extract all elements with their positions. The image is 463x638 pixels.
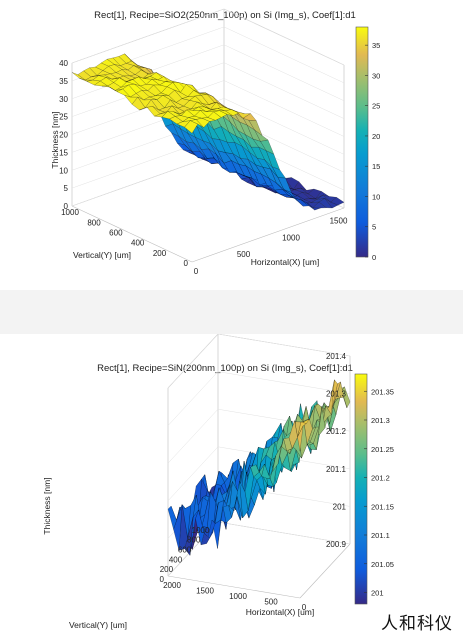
- colorbar-tick-label: 30: [372, 71, 380, 80]
- colorbar: 0 5 10 15 20 25 30 35: [355, 26, 380, 262]
- y-tick-label: 1000: [61, 208, 79, 217]
- z-tick-label: 20: [59, 131, 68, 140]
- axis-pane-edge: [71, 205, 193, 263]
- chart-svg-2: Rect[1], Recipe=SiN(200nm_100p) on Si (I…: [42, 334, 394, 630]
- z-tick-label: 40: [59, 59, 68, 68]
- x-tick-label: 1500: [330, 216, 348, 225]
- z-tick-label: 200.9: [326, 540, 347, 549]
- y-tick-label: 0: [160, 575, 165, 584]
- x-tick-label: 500: [237, 250, 251, 259]
- x-tick-label: 2000: [163, 581, 181, 590]
- y-tick-label: 200: [153, 249, 167, 258]
- z-axis: 200.9 201 201.1 201.2 201.3 201.4 Thickness [n…: [42, 352, 347, 549]
- chart-title: Rect[1], Recipe=SiO2(250nm_100p) on Si (…: [94, 10, 356, 21]
- z-axis-label: Thickness [nm]: [50, 111, 60, 168]
- z-tick-label: 25: [59, 113, 68, 122]
- chart-svg-1: Rect[1], Recipe=SiO2(250nm_100p) on Si (…: [50, 8, 380, 276]
- colorbar-tick-label: 201.05: [371, 560, 394, 569]
- surface: [71, 53, 345, 211]
- x-tick-label: 500: [264, 598, 278, 607]
- y-tick-label: 0: [184, 259, 189, 268]
- colorbar-tick-label: 201.2: [371, 474, 390, 483]
- z-tick-label: 10: [59, 166, 68, 175]
- watermark-text: 人和科仪: [381, 614, 453, 634]
- y-tick-label: 800: [87, 218, 101, 227]
- z-tick-label: 35: [59, 77, 68, 86]
- z-gridline: [71, 62, 345, 119]
- z-tick-label: 201: [333, 502, 347, 511]
- colorbar-tick-label: 201: [371, 589, 384, 598]
- surface: [167, 379, 351, 556]
- z-axis-label: Thickness [nm]: [42, 477, 52, 534]
- y-axis-label: Vertical(Y) [um]: [73, 250, 131, 260]
- z-gridline: [167, 334, 351, 389]
- colorbar-tick-label: 10: [372, 192, 380, 201]
- y-tick-label: 600: [178, 546, 192, 555]
- colorbar-tick-label: 201.25: [371, 445, 394, 454]
- y-tick-label: 600: [109, 228, 123, 237]
- y-tick-label: 1000: [192, 526, 210, 535]
- z-gridline: [167, 371, 351, 426]
- y-tick-label: 200: [160, 565, 174, 574]
- z-tick-label: 201.2: [326, 427, 347, 436]
- z-gridline: [71, 80, 345, 137]
- colorbar-tick-label: 5: [372, 223, 376, 232]
- axis-pane-edge: [191, 207, 345, 263]
- colorbar-tick-label: 25: [372, 102, 380, 111]
- z-tick-label: 30: [59, 95, 68, 104]
- chart-panel-sin: Rect[1], Recipe=SiN(200nm_100p) on Si (I…: [0, 334, 463, 638]
- colorbar-tick-label: 20: [372, 132, 380, 141]
- axis-pane-edge: [299, 543, 351, 599]
- z-gridline: [71, 98, 345, 155]
- x-axis-label: Horizontal(X) [um]: [251, 257, 320, 267]
- z-tick-label: 201.4: [326, 352, 347, 361]
- z-tick-label: 201.3: [326, 390, 347, 399]
- colorbar-tick-label: 15: [372, 162, 380, 171]
- x-tick-label: 0: [302, 603, 307, 612]
- colorbar-tick-label: 201.35: [371, 387, 394, 396]
- x-tick-label: 0: [194, 267, 199, 276]
- z-gridline: [167, 446, 351, 501]
- z-axis: 0 5 10 15 20 25 30 35 40 Thickness [nm]: [50, 59, 69, 211]
- y-axis-label: Vertical(Y) [um]: [69, 620, 127, 630]
- z-tick-label: 0: [64, 202, 69, 211]
- colorbar-tick-label: 0: [372, 253, 376, 262]
- colorbar-tick-label: 35: [372, 41, 380, 50]
- chart-panel-sio2: Rect[1], Recipe=SiO2(250nm_100p) on Si (…: [0, 0, 463, 290]
- y-tick-label: 400: [131, 239, 145, 248]
- panel-separator: [0, 290, 463, 334]
- axis-pane-edge: [167, 575, 301, 599]
- colorbar-tick-label: 201.3: [371, 416, 390, 425]
- z-tick-label: 5: [64, 184, 69, 193]
- y-tick-label: 400: [169, 555, 183, 564]
- colorbar-tick-label: 201.15: [371, 502, 394, 511]
- colorbar: 201 201.05 201.1 201.15 201.2 201.25 201.3 201.…: [354, 373, 394, 605]
- z-gridline: [71, 8, 345, 66]
- chart-title: Rect[1], Recipe=SiN(200nm_100p) on Si (I…: [97, 363, 353, 374]
- x-tick-label: 1000: [282, 233, 300, 242]
- z-tick-label: 201.1: [326, 465, 347, 474]
- colorbar-tick-label: 201.1: [371, 531, 390, 540]
- x-tick-label: 1500: [196, 587, 214, 596]
- x-axis: 0 500 1000 1500 Horizontal(X) [um]: [194, 216, 348, 276]
- surface-facet: [330, 197, 345, 206]
- colorbar-gradient: [354, 373, 368, 605]
- x-tick-label: 1000: [229, 592, 247, 601]
- colorbar-gradient: [355, 26, 369, 258]
- surface-facet: [167, 505, 177, 530]
- y-tick-label: 800: [187, 536, 201, 545]
- x-axis-label: Horizontal(X) [um]: [246, 607, 315, 617]
- y-axis: 1000 800 600 400 200 0 Vertical(Y) [um]: [61, 208, 188, 268]
- z-tick-label: 15: [59, 148, 68, 157]
